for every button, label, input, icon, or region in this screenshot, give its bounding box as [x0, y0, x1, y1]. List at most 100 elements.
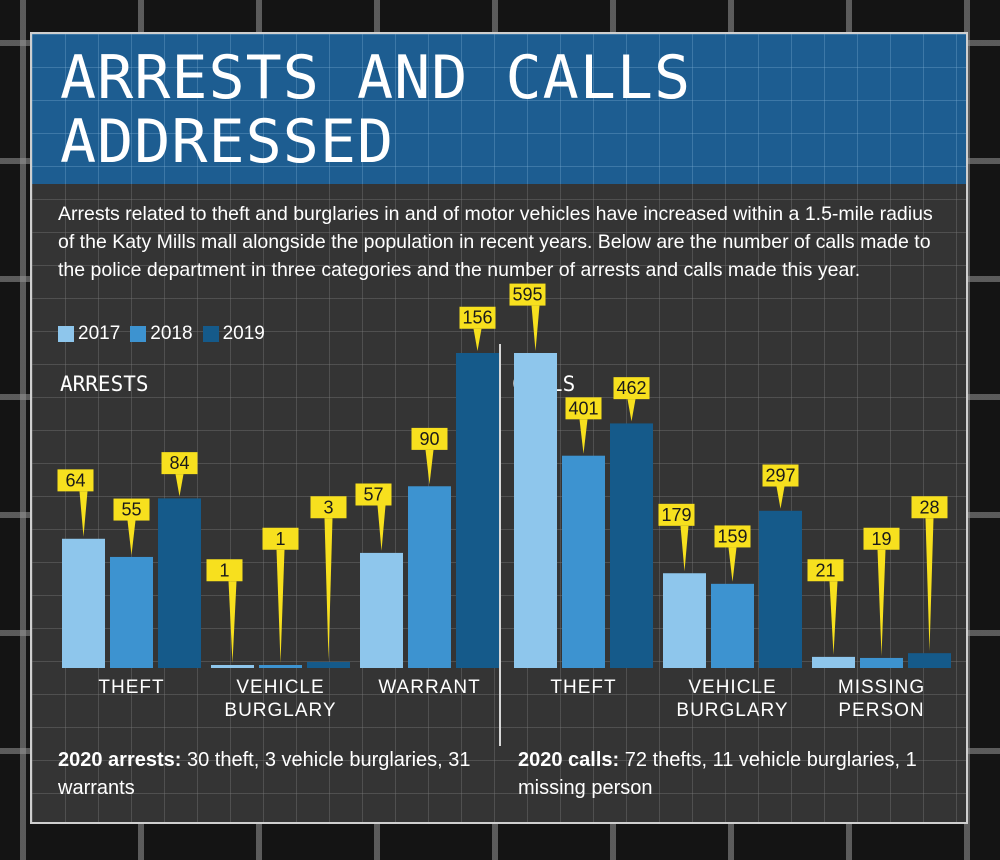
arrests-callout-box-2-2 — [459, 306, 496, 329]
arrests-callout-pointer-1-1 — [276, 549, 285, 663]
arrests-callout-pointer-2-1 — [425, 449, 434, 485]
calls-data-label-0-1: 401 — [568, 398, 598, 418]
calls-category-label-1-line-0: VEHICLE — [688, 677, 776, 698]
bar-charts: 645584THEFT113VEHICLEBURGLARY5790156WARR… — [57, 283, 951, 721]
calls-2020-note: 2020 calls: 72 thefts, 11 vehicle burgla… — [518, 746, 938, 802]
calls-callout-box-2-2 — [911, 496, 948, 519]
page-title: ARRESTS AND CALLS ADDRESSED — [60, 43, 692, 177]
arrests-bar-2-2 — [456, 353, 499, 668]
arrests-callout-box-2-1 — [411, 427, 448, 450]
arrests-callout-box-1-1 — [262, 527, 299, 550]
infographic-panel: ARRESTS AND CALLS ADDRESSED Arrests rela… — [30, 32, 968, 824]
calls-category-label-0: THEFT — [550, 677, 616, 698]
arrests-callout-box-1-2 — [310, 496, 347, 519]
arrests-callout-pointer-2-2 — [473, 328, 482, 351]
calls-2020-label: 2020 calls: — [518, 749, 620, 771]
calls-bar-2-2 — [908, 653, 951, 668]
calls-data-label-1-2: 297 — [765, 466, 795, 486]
title-band — [32, 34, 966, 184]
calls-callout-box-0-1 — [565, 397, 602, 420]
legend-label-2019: 2019 — [222, 323, 265, 344]
legend-label-2018: 2018 — [150, 323, 193, 344]
arrests-data-label-2-2: 156 — [462, 308, 492, 328]
calls-callout-pointer-1-0 — [680, 525, 689, 572]
arrests-callout-pointer-2-0 — [377, 505, 386, 551]
calls-bar-0-1 — [562, 455, 605, 668]
arrests-callout-box-0-1 — [113, 498, 150, 521]
calls-bar-2-0 — [812, 656, 855, 668]
calls-bar-1-0 — [663, 573, 706, 668]
calls-data-label-2-2: 28 — [919, 497, 939, 517]
calls-bar-0-2 — [610, 423, 653, 668]
arrests-callout-pointer-0-2 — [175, 474, 184, 497]
calls-data-label-0-0: 595 — [512, 285, 542, 305]
arrests-chart-title: ARRESTS — [60, 372, 149, 396]
legend-item-2018: 2018 — [130, 323, 193, 345]
legend-item-2019: 2019 — [202, 323, 265, 345]
arrests-2020-label: 2020 arrests: — [58, 749, 182, 771]
calls-data-label-0-2: 462 — [616, 378, 646, 398]
calls-data-label-1-0: 179 — [661, 505, 691, 525]
arrests-callout-box-2-0 — [355, 483, 392, 506]
calls-callout-pointer-0-2 — [627, 399, 636, 422]
arrests-2020-text: 30 theft, 3 vehicle burglaries, 31 warra… — [58, 749, 471, 799]
arrests-data-label-1-2: 3 — [323, 497, 333, 517]
chart-legend: 2017 2018 2019 — [58, 322, 265, 346]
calls-data-label-2-1: 19 — [871, 529, 891, 549]
calls-callout-pointer-0-0 — [531, 305, 540, 351]
calls-callout-pointer-2-2 — [925, 518, 934, 652]
calls-2020-text: 72 thefts, 11 vehicle burglaries, 1 miss… — [518, 749, 917, 799]
arrests-category-label-1-line-1: BURGLARY — [224, 700, 336, 721]
arrests-bar-0-2 — [158, 498, 201, 668]
arrests-bar-1-1 — [259, 665, 302, 668]
calls-callout-box-2-1 — [863, 527, 900, 550]
legend-swatch-2017 — [58, 326, 74, 342]
calls-callout-pointer-1-2 — [776, 486, 785, 509]
calls-data-label-2-0: 21 — [815, 560, 835, 580]
calls-bar-1-2 — [759, 510, 802, 668]
chart-divider — [499, 344, 501, 746]
calls-category-label-2-line-0: MISSING — [838, 677, 925, 698]
arrests-callout-box-0-0 — [57, 469, 94, 492]
calls-callout-box-1-0 — [658, 503, 695, 526]
calls-callout-pointer-2-1 — [877, 549, 886, 656]
description-text: Arrests related to theft and burglaries … — [58, 203, 933, 281]
arrests-callout-box-1-0 — [206, 559, 243, 582]
calls-callout-box-0-0 — [509, 283, 546, 306]
arrests-bar-0-0 — [62, 538, 105, 668]
calls-category-label-2-line-1: PERSON — [838, 700, 924, 721]
legend-label-2017: 2017 — [78, 323, 121, 344]
arrests-data-label-1-1: 1 — [275, 529, 285, 549]
arrests-category-label-0: THEFT — [98, 677, 164, 698]
arrests-callout-pointer-0-0 — [79, 491, 88, 537]
arrests-data-label-2-0: 57 — [363, 484, 383, 504]
arrests-callout-pointer-0-1 — [127, 520, 136, 555]
calls-callout-pointer-1-1 — [728, 547, 737, 582]
arrests-data-label-0-1: 55 — [121, 500, 141, 520]
arrests-2020-note: 2020 arrests: 30 theft, 3 vehicle burgla… — [58, 746, 478, 802]
arrests-data-label-2-1: 90 — [419, 429, 439, 449]
arrests-bar-1-0 — [211, 665, 254, 668]
calls-callout-box-0-2 — [613, 377, 650, 400]
arrests-callout-box-0-2 — [161, 452, 198, 475]
legend-swatch-2019 — [202, 326, 219, 342]
calls-callout-box-1-1 — [714, 525, 751, 548]
calls-bar-0-0 — [514, 353, 557, 668]
calls-callout-pointer-2-0 — [829, 581, 838, 655]
calls-bar-1-1 — [711, 583, 754, 668]
calls-data-label-1-1: 159 — [717, 526, 747, 546]
arrests-data-label-1-0: 1 — [219, 560, 229, 580]
arrests-bar-0-1 — [110, 556, 153, 668]
arrests-category-label-2: WARRANT — [378, 677, 480, 698]
calls-callout-box-2-0 — [807, 559, 844, 582]
arrests-bar-1-2 — [307, 661, 350, 668]
legend-item-2017: 2017 — [58, 323, 120, 345]
calls-callout-box-1-2 — [762, 464, 799, 487]
calls-category-label-1-line-1: BURGLARY — [676, 700, 788, 721]
arrests-data-label-0-2: 84 — [169, 453, 189, 473]
legend-swatch-2018 — [130, 326, 147, 342]
arrests-data-label-0-0: 64 — [65, 470, 85, 490]
arrests-callout-pointer-1-0 — [228, 581, 237, 663]
arrests-bar-2-0 — [360, 552, 403, 668]
arrests-bar-2-1 — [408, 486, 451, 668]
